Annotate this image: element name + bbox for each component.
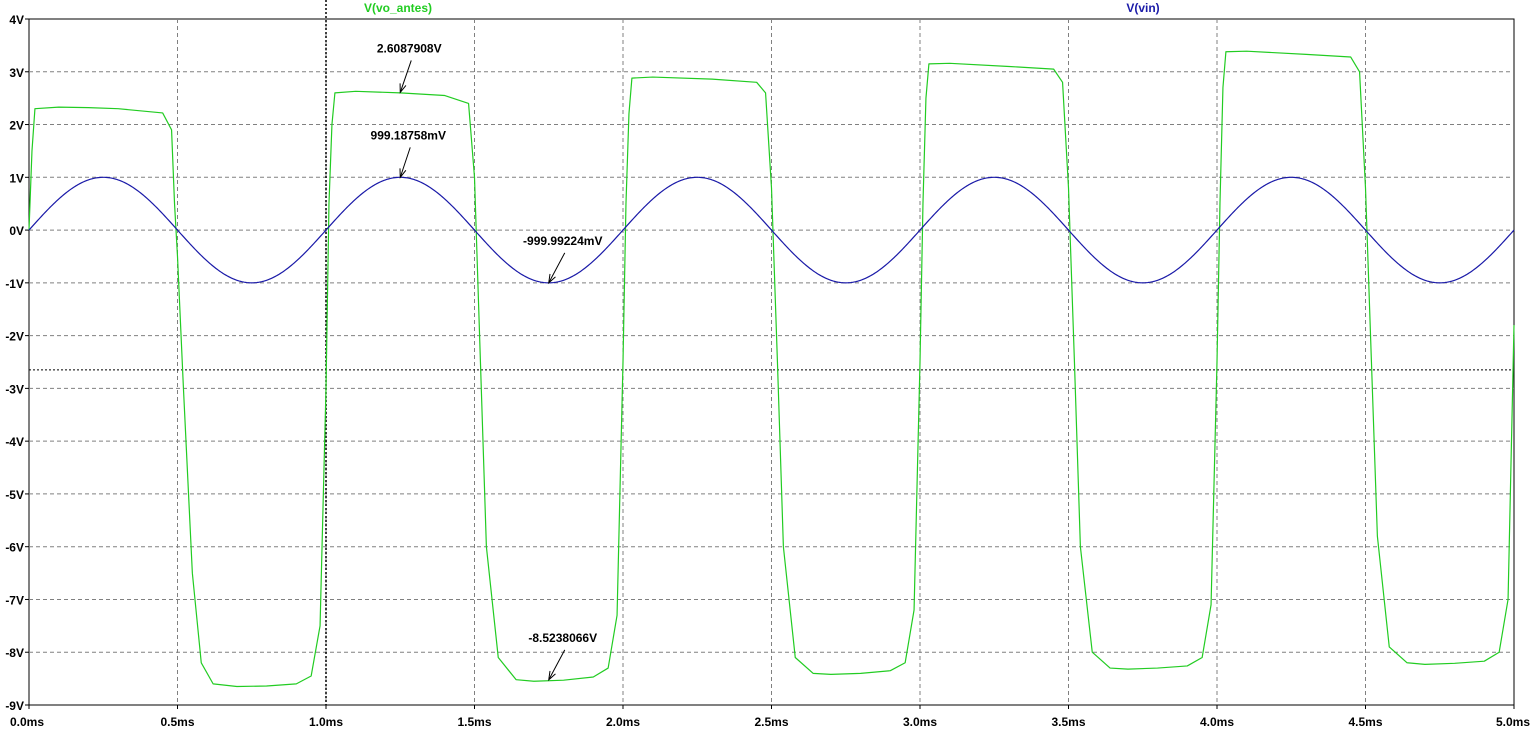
annotation-arrow [548, 649, 566, 681]
annotation-label: 999.18758mV [371, 128, 446, 142]
x-tick-label: 4.5ms [1348, 715, 1382, 729]
annotation-label: -999.99224mV [523, 234, 602, 248]
y-tick-label: 1V [9, 171, 24, 185]
annotation: -8.5238066V [528, 631, 597, 682]
series-line-0[interactable] [28, 50, 1515, 688]
annotation: 2.6087908V [377, 41, 442, 94]
trace-title-vo-antes[interactable]: V(vo_antes) [364, 1, 432, 15]
x-tick-label: 1.0ms [309, 715, 343, 729]
y-tick-label: -5V [5, 488, 24, 502]
grid [25, 18, 1515, 709]
x-tick-label: 3.5ms [1051, 715, 1085, 729]
y-tick-label: -3V [5, 382, 24, 396]
series-traces [28, 50, 1515, 688]
annotation-arrowhead [548, 670, 556, 682]
annotation-arrow [399, 60, 412, 93]
x-tick-label: 2.5ms [754, 715, 788, 729]
y-tick-label: -7V [5, 593, 24, 607]
y-tick-label: 2V [9, 119, 24, 133]
annotation-arrow [399, 147, 411, 178]
y-tick-label: 4V [9, 13, 24, 27]
annotation-label: 2.6087908V [377, 41, 442, 55]
x-tick-label: 2.0ms [606, 715, 640, 729]
y-tick-label: -2V [5, 330, 24, 344]
x-tick-label: 3.0ms [903, 715, 937, 729]
trace-title-vin[interactable]: V(vin) [1126, 1, 1159, 15]
y-tick-label: -1V [5, 277, 24, 291]
y-tick-label: 3V [9, 66, 24, 80]
x-tick-label: 0.0ms [10, 715, 44, 729]
x-tick-label: 1.5ms [457, 715, 491, 729]
trace-titles: V(vo_antes) V(vin) [364, 1, 1160, 15]
x-tick-label: 4.0ms [1200, 715, 1234, 729]
y-tick-label: -6V [5, 541, 24, 555]
annotation-arrowhead [399, 168, 407, 179]
y-tick-label: 0V [9, 224, 24, 238]
tick-labels: 4V 3V 2V 1V 0V -1V -2V -3V -4V -5V -6V -7V -8V -9V 0.0… [5, 13, 1530, 729]
measurement-annotations: 2.6087908V 999.18758mV -999.99224mV -8.5238… [371, 41, 602, 682]
annotation-label: -8.5238066V [528, 631, 597, 645]
x-tick-label: 5.0ms [1496, 715, 1530, 729]
y-tick-label: -8V [5, 646, 24, 660]
annotation-arrowhead [399, 83, 407, 94]
x-tick-label: 0.5ms [160, 715, 194, 729]
annotation: 999.18758mV [371, 128, 446, 179]
series-line-1[interactable] [28, 176, 1515, 284]
annotation: -999.99224mV [523, 234, 602, 285]
annotation-arrowhead [548, 273, 556, 285]
y-tick-label: -9V [5, 699, 24, 713]
annotation-arrow [548, 252, 566, 284]
y-tick-label: -4V [5, 435, 24, 449]
